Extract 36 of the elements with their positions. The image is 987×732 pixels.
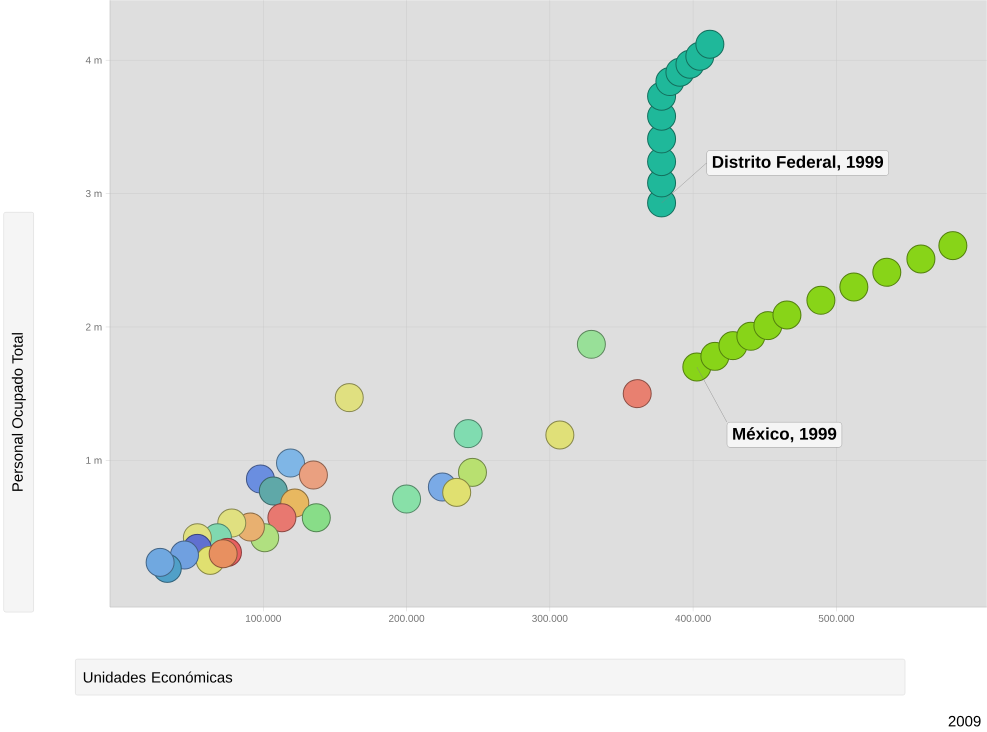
point	[772, 300, 802, 330]
annotation: Distrito Federal, 1999	[712, 155, 884, 170]
x-tick-label: 500.000	[818, 614, 854, 622]
annotation: México, 1999	[733, 427, 836, 442]
x-tick-label: 400.000	[675, 614, 711, 622]
point	[622, 379, 652, 408]
point	[839, 272, 868, 302]
text: 2009	[948, 716, 981, 726]
x-tick-label: 200.000	[388, 614, 424, 622]
point	[454, 419, 483, 448]
point	[906, 244, 936, 274]
point	[872, 258, 902, 287]
y-axis-title: Personal Ocupado Total	[12, 333, 26, 491]
y-tick-label: 3 m	[86, 190, 102, 198]
point	[442, 478, 472, 507]
point	[298, 460, 328, 490]
point	[208, 539, 238, 568]
point	[545, 420, 574, 450]
y-tick-label: 1 m	[86, 456, 102, 464]
point	[302, 503, 331, 532]
point	[146, 548, 175, 577]
x-axis-title: Unidades Económicas	[84, 671, 232, 683]
point	[695, 30, 724, 59]
point	[938, 231, 968, 260]
point	[258, 476, 288, 506]
point	[392, 484, 422, 514]
point	[334, 383, 364, 412]
point	[806, 286, 836, 315]
x-tick-label: 300.000	[532, 614, 568, 622]
y-tick-label: 4 m	[86, 56, 102, 64]
point	[267, 503, 296, 532]
point	[276, 448, 306, 478]
x-tick-label: 100.000	[246, 614, 281, 622]
point	[458, 458, 487, 487]
y-tick-label: 2 m	[86, 323, 102, 330]
point	[576, 330, 606, 359]
